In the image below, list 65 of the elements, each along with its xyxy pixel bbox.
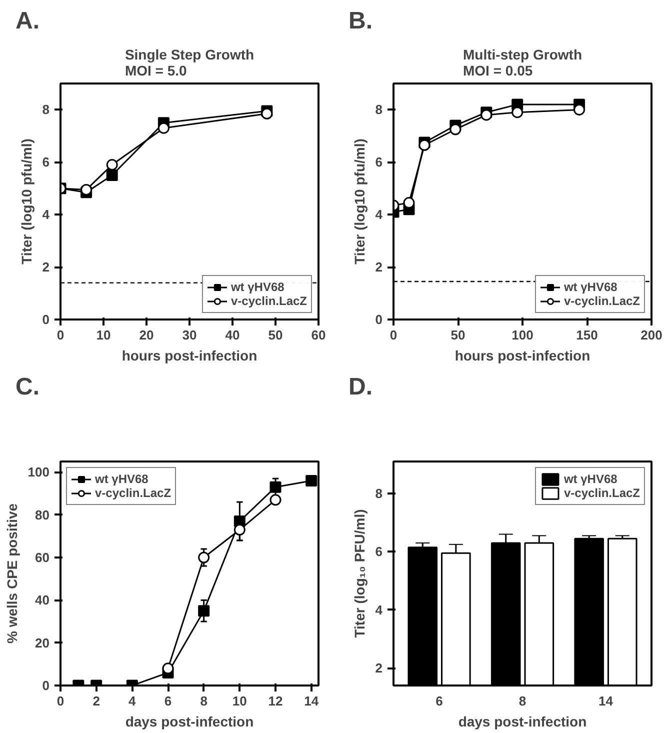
- legend-label: v-cyclin.LacZ: [95, 486, 172, 500]
- y-tick-label: 2: [375, 260, 383, 275]
- chart-subtitle: Single Step Growth MOI = 5.0: [124, 46, 254, 78]
- x-tick-label: 12: [268, 694, 283, 708]
- x-tick-label: 4: [128, 694, 137, 708]
- x-tick-label: 0: [56, 328, 64, 342]
- x-tick-label: 0: [390, 328, 398, 342]
- x-tick-label: 14: [304, 694, 320, 708]
- y-axis-title: Titer (log10 pfu/ml): [351, 138, 368, 264]
- y-axis-title: Titer (log₁₀ PFU/ml): [351, 509, 368, 638]
- y-tick-label: 4: [375, 602, 384, 618]
- y-tick-label: 0: [375, 312, 383, 327]
- y-tick-label: 20: [35, 635, 50, 650]
- y-tick-label: 40: [35, 592, 50, 608]
- y-tick-label: 8: [42, 102, 50, 118]
- y-tick-label: 8: [375, 486, 383, 501]
- x-tick-label: 50: [268, 328, 283, 342]
- x-tick-label: 14: [598, 694, 614, 708]
- y-tick-label: 60: [35, 550, 50, 565]
- y-tick-label: 2: [42, 260, 50, 275]
- y-tick-label: 0: [42, 312, 50, 327]
- x-tick-label: 60: [311, 328, 326, 342]
- legend-label: v-cyclin.LacZ: [230, 294, 307, 308]
- legend-label: wt γHV68: [95, 472, 148, 486]
- y-tick-label: 4: [42, 207, 50, 222]
- y-tick-label: 6: [42, 154, 50, 170]
- x-tick-label: 6: [436, 694, 443, 708]
- x-tick-label: 150: [576, 328, 598, 342]
- chart-title: D.: [348, 374, 372, 400]
- x-tick-label: 10: [232, 694, 247, 708]
- x-tick-label: 0: [56, 694, 64, 708]
- y-tick-label: 100: [28, 464, 50, 480]
- chart-title: C.: [16, 374, 40, 400]
- x-tick-label: 40: [225, 328, 240, 342]
- y-axis-title: % wells CPE positive: [4, 503, 20, 644]
- x-tick-label: 2: [92, 694, 100, 708]
- legend-label: v-cyclin.LacZ: [564, 486, 640, 500]
- y-tick-label: 80: [35, 507, 50, 522]
- x-tick-label: 100: [512, 328, 534, 342]
- chart-title: B.: [348, 8, 372, 34]
- legend-label: wt γHV68: [564, 472, 618, 486]
- y-tick-label: 4: [375, 207, 384, 222]
- x-axis-title: days post-infection: [125, 714, 254, 730]
- x-axis-title: days post-infection: [458, 714, 587, 730]
- x-tick-label: 6: [164, 694, 172, 708]
- x-tick-label: 200: [640, 328, 662, 342]
- x-tick-label: 30: [182, 328, 197, 342]
- y-tick-label: 8: [375, 102, 383, 118]
- y-tick-label: 0: [42, 678, 50, 693]
- x-tick-label: 8: [518, 694, 526, 708]
- x-tick-label: 10: [96, 328, 111, 342]
- y-axis-title: Titer (log10 pfu/ml): [18, 138, 34, 264]
- legend-label: wt γHV68: [564, 280, 618, 294]
- legend-label: wt γHV68: [230, 280, 284, 294]
- x-tick-label: 8: [200, 694, 208, 708]
- y-tick-label: 6: [375, 544, 383, 560]
- chart-title: A.: [16, 8, 40, 34]
- x-tick-label: 20: [139, 328, 154, 342]
- x-axis-title: hours post-infection: [122, 348, 258, 364]
- legend-label: v-cyclin.LacZ: [564, 294, 640, 308]
- y-tick-label: 2: [375, 660, 383, 676]
- x-tick-label: 50: [450, 328, 466, 342]
- chart-subtitle: Multi-step Growth MOI = 0.05: [463, 46, 582, 78]
- x-axis-title: hours post-infection: [454, 348, 590, 364]
- y-tick-label: 6: [375, 154, 383, 170]
